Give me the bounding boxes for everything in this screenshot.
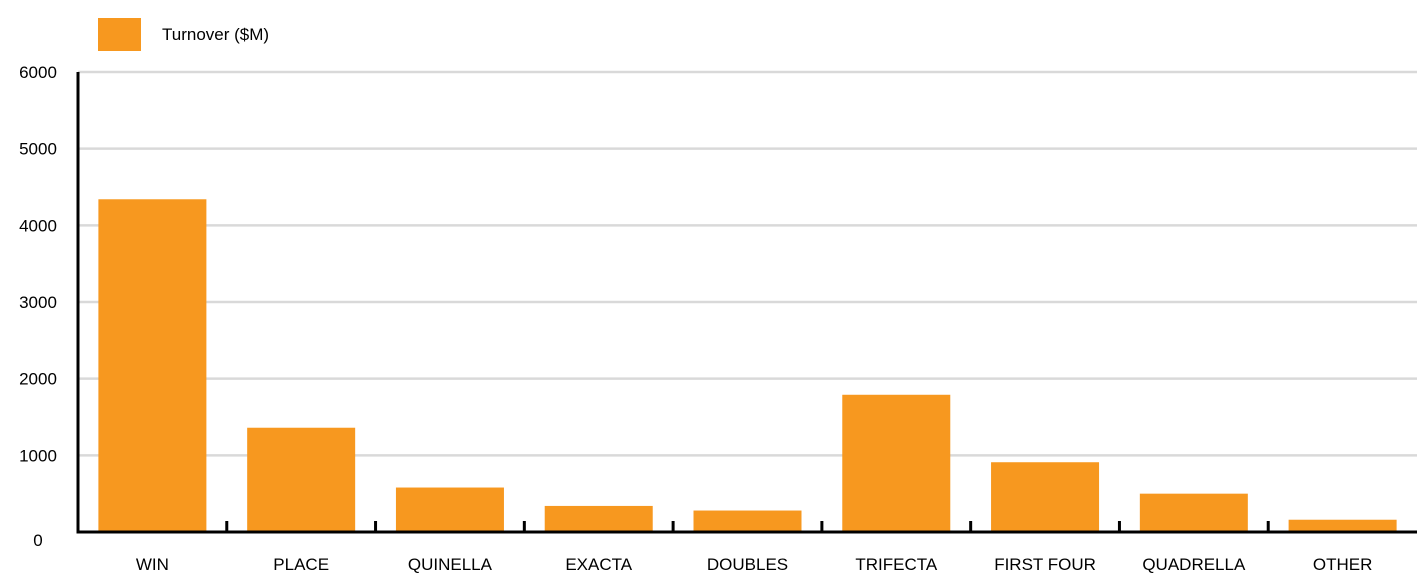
x-tick-label: QUADRELLA xyxy=(1142,555,1246,574)
legend: Turnover ($M) xyxy=(98,18,269,51)
legend-label: Turnover ($M) xyxy=(162,24,270,44)
y-tick-label: 5000 xyxy=(19,140,57,159)
bar xyxy=(842,394,951,532)
bar xyxy=(98,199,207,532)
bars xyxy=(98,199,1397,532)
axes xyxy=(76,72,1417,534)
bar xyxy=(693,510,802,532)
y-tick-label: 0 xyxy=(33,531,42,550)
x-tick-label: QUINELLA xyxy=(408,555,493,574)
y-tick-label: 1000 xyxy=(19,446,57,465)
x-tick-label: OTHER xyxy=(1313,555,1373,574)
tick-labels: 0 1000 2000 3000 4000 5000 6000 WIN PLACE QUINELL… xyxy=(19,63,1372,574)
bar xyxy=(544,505,653,532)
x-tick-label: EXACTA xyxy=(565,555,632,574)
bar xyxy=(395,487,504,532)
y-tick-label: 6000 xyxy=(19,63,57,82)
x-tick-label: PLACE xyxy=(273,555,329,574)
bar xyxy=(247,427,356,532)
x-tick-label: FIRST FOUR xyxy=(994,555,1096,574)
gridlines xyxy=(78,70,1417,457)
x-tick-label: DOUBLES xyxy=(707,555,788,574)
bar xyxy=(1288,519,1397,532)
x-tick-label: TRIFECTA xyxy=(855,555,938,574)
legend-swatch xyxy=(98,18,141,51)
bar xyxy=(991,462,1100,532)
y-tick-label: 2000 xyxy=(19,370,57,389)
y-tick-label: 3000 xyxy=(19,293,57,312)
x-tick-label: WIN xyxy=(136,555,169,574)
bar xyxy=(1139,493,1248,532)
y-tick-label: 4000 xyxy=(19,216,57,235)
